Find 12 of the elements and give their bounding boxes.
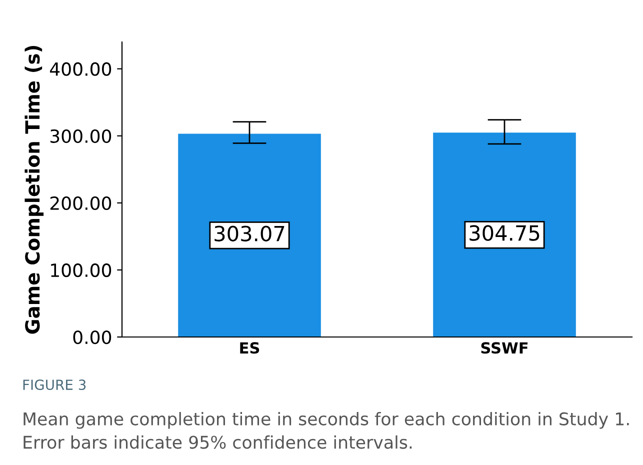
data-label: 303.07: [214, 226, 284, 242]
data-label: 304.75: [470, 225, 540, 241]
caption: FIGURE 3: [23, 380, 86, 390]
y-tick-label: 0.00: [73, 330, 112, 344]
text: Mean game completion time in seconds for each condition in Study 1. Error bars indicate 95% confidence intervals.: [24, 412, 629, 449]
y-tick-label: 200.00: [50, 196, 112, 210]
y-axis-title: Game Completion Time (s): [24, 46, 44, 334]
y-tick-label: 300.00: [50, 129, 112, 143]
y-tick-label: 100.00: [51, 263, 112, 278]
x-tick-label: SSWF: [481, 342, 528, 354]
x-tick-label: ES: [240, 342, 260, 354]
y-tick-label: 400.00: [50, 62, 112, 76]
